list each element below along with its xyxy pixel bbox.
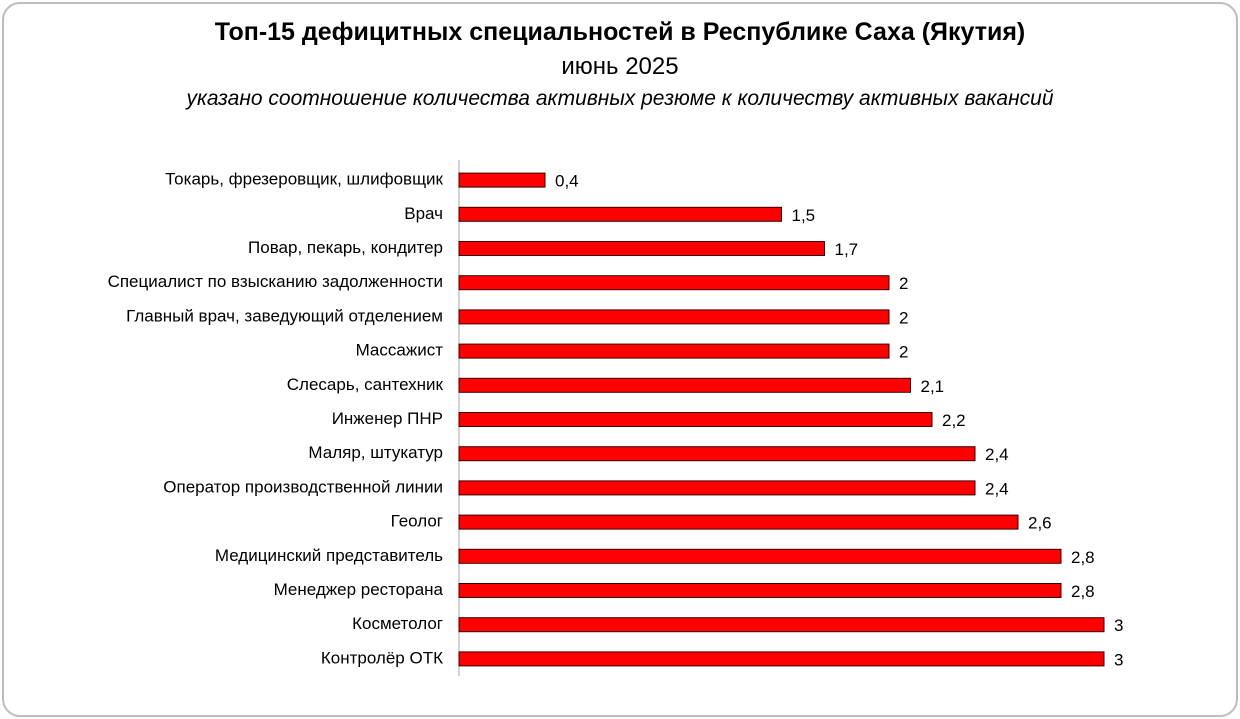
- bar: [458, 172, 546, 188]
- category-label: Главный врач, заведующий отделением: [126, 306, 443, 325]
- category-label: Массажист: [356, 341, 444, 360]
- chart-title: Топ-15 дефицитных специальностей в Респу…: [214, 18, 1026, 46]
- value-label: 2,8: [1071, 582, 1095, 601]
- bar: [458, 480, 976, 496]
- category-label: Специалист по взысканию задолженности: [108, 272, 443, 291]
- category-label: Слесарь, сантехник: [287, 375, 444, 394]
- category-label: Оператор производственной линии: [163, 477, 443, 496]
- bar: [458, 309, 890, 325]
- value-label: 2,4: [985, 479, 1009, 498]
- bar: [458, 343, 890, 359]
- value-label: 2,1: [921, 377, 945, 396]
- bar: [458, 617, 1105, 633]
- bar: [458, 377, 911, 393]
- value-label: 1,7: [835, 240, 859, 259]
- value-label: 2: [899, 274, 908, 293]
- category-label: Врач: [404, 204, 443, 223]
- bar: [458, 514, 1019, 530]
- category-label: Геолог: [391, 512, 443, 531]
- value-label: 1,5: [792, 206, 816, 225]
- value-label: 3: [1114, 650, 1123, 669]
- chart-subtitle: июнь 2025: [561, 53, 679, 80]
- value-label: 2,6: [1028, 514, 1052, 533]
- value-label: 0,4: [555, 172, 579, 191]
- category-label: Менеджер ресторана: [274, 580, 444, 599]
- category-label: Маляр, штукатур: [308, 443, 443, 462]
- bar: [458, 241, 825, 256]
- category-label: Косметолог: [352, 614, 443, 633]
- bar: [458, 206, 782, 222]
- chart-note: указано соотношение количества активных …: [186, 87, 1054, 110]
- bar: [458, 446, 976, 462]
- value-label: 3: [1114, 616, 1123, 635]
- category-label: Инженер ПНР: [332, 409, 443, 428]
- bar: [458, 275, 890, 291]
- value-label: 2,2: [942, 411, 966, 430]
- bar: [458, 548, 1062, 564]
- category-label: Медицинский представитель: [215, 546, 443, 565]
- value-label: 2,8: [1071, 548, 1095, 567]
- value-label: 2,4: [985, 445, 1009, 464]
- value-label: 2: [899, 343, 908, 362]
- bar: [458, 412, 933, 427]
- value-label: 2: [899, 308, 908, 327]
- category-label: Токарь, фрезеровщик, шлифовщик: [165, 170, 443, 189]
- bar: [458, 583, 1062, 598]
- category-label: Контролёр ОТК: [321, 648, 443, 667]
- category-label: Повар, пекарь, кондитер: [248, 238, 443, 257]
- bar: [458, 651, 1105, 667]
